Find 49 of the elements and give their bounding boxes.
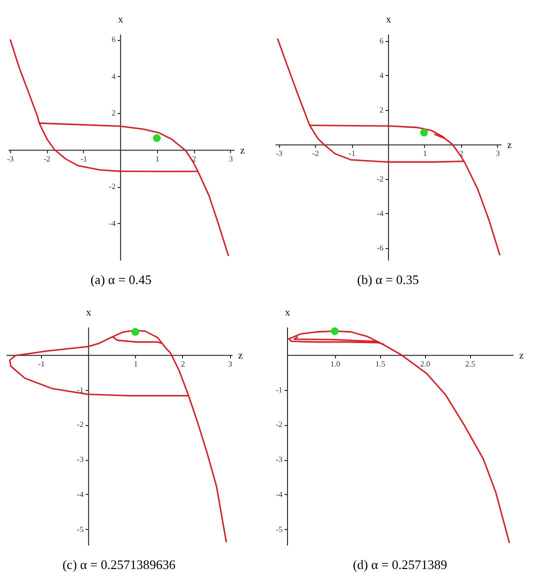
x-tick-label: -1	[348, 148, 356, 158]
x-tick-label: 1	[422, 148, 427, 158]
x-tick-label: 2	[180, 359, 185, 368]
y-axis-title: x	[285, 308, 290, 318]
x-tick-label: -2	[44, 154, 50, 164]
x-tick-label: 2.0	[420, 359, 430, 368]
y-tick-label: -4	[376, 208, 384, 218]
y-tick-label: 6	[112, 35, 116, 44]
x-tick-label: 1.0	[330, 359, 340, 368]
y-tick-label: -4	[76, 490, 84, 499]
y-tick-label: 4	[380, 70, 384, 80]
x-axis-title: z	[519, 350, 524, 362]
y-tick-label: -4	[276, 490, 282, 499]
x-tick-label: 1	[134, 359, 138, 368]
x-axis-title: z	[507, 140, 512, 151]
y-tick-label: -5	[76, 524, 84, 534]
y-tick-label: 4	[112, 72, 116, 81]
x-axis-title: z	[240, 145, 246, 156]
x-tick-label: -1	[38, 359, 45, 368]
y-tick-label: -5	[276, 524, 282, 534]
y-tick-label: -2	[108, 182, 116, 192]
x-tick-label: 3	[228, 154, 233, 164]
y-axis-title: x	[86, 308, 92, 318]
x-tick-label: 1	[155, 154, 160, 164]
y-tick-label: -2	[276, 420, 282, 430]
y-tick-label: -2	[376, 174, 384, 184]
y-tick-label: 2	[112, 108, 116, 118]
y-tick-label: -4	[108, 218, 116, 228]
x-tick-label: 2.5	[465, 359, 476, 368]
x-axis-title: z	[238, 350, 244, 362]
text: (d) α = 0.2571389	[352, 557, 448, 572]
x-tick-label: 1.5	[375, 359, 386, 368]
y-tick-label: 2	[380, 105, 384, 114]
y-tick-label: -2	[76, 420, 84, 430]
x-tick-label: 3	[496, 148, 500, 158]
y-axis-title: x	[386, 14, 391, 26]
y-tick-label: 6	[380, 36, 384, 46]
y-axis-title: x	[118, 14, 124, 26]
text: (c) α = 0.2571389636	[62, 557, 176, 572]
y-tick-label: -6	[376, 243, 384, 252]
x-tick-label: -3	[7, 154, 14, 164]
x-tick-label: 3	[228, 359, 232, 368]
y-tick-label: -1	[76, 385, 84, 394]
text: (b) α = 0.35	[357, 272, 419, 287]
y-tick-label: -1	[276, 385, 282, 394]
text: (a) α = 0.45	[90, 272, 152, 287]
y-tick-label: -3	[276, 455, 282, 464]
x-tick-label: -2	[312, 148, 319, 158]
y-tick-label: -3	[76, 455, 84, 464]
